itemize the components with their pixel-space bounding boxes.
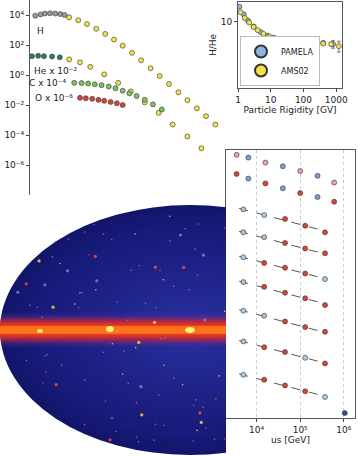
svg-text:O x 10⁻⁶: O x 10⁻⁶ xyxy=(35,93,73,103)
svg-text:10: 10 xyxy=(265,95,277,105)
svg-text:1000: 1000 xyxy=(325,95,348,105)
svg-text:1: 1 xyxy=(235,95,241,105)
svg-text:10⁵: 10⁵ xyxy=(293,425,308,435)
svg-text:PAMELA: PAMELA xyxy=(281,48,313,57)
svg-text:AMS02: AMS02 xyxy=(281,67,309,76)
svg-text:10⁴: 10⁴ xyxy=(9,10,24,20)
svg-text:100: 100 xyxy=(295,95,312,105)
svg-text:10⁻⁴: 10⁻⁴ xyxy=(4,130,24,140)
svg-text:Particle Rigidity [GV]: Particle Rigidity [GV] xyxy=(243,105,336,115)
svg-text:10⁰: 10⁰ xyxy=(9,70,24,80)
svg-text:10⁻²: 10⁻² xyxy=(4,100,24,110)
svg-text:H/He: H/He xyxy=(208,33,218,56)
svg-text:us [GeV]: us [GeV] xyxy=(271,435,310,445)
svg-text:10: 10 xyxy=(221,17,233,27)
svg-text:10⁶: 10⁶ xyxy=(336,425,351,435)
svg-text:H: H xyxy=(37,26,44,36)
svg-text:10²: 10² xyxy=(9,40,24,50)
svg-text:He x 10⁻²: He x 10⁻² xyxy=(34,66,78,76)
svg-text:10⁻⁶: 10⁻⁶ xyxy=(4,160,24,170)
svg-text:10⁴: 10⁴ xyxy=(249,425,264,435)
svg-text:C x 10⁻⁴: C x 10⁻⁴ xyxy=(29,78,67,88)
